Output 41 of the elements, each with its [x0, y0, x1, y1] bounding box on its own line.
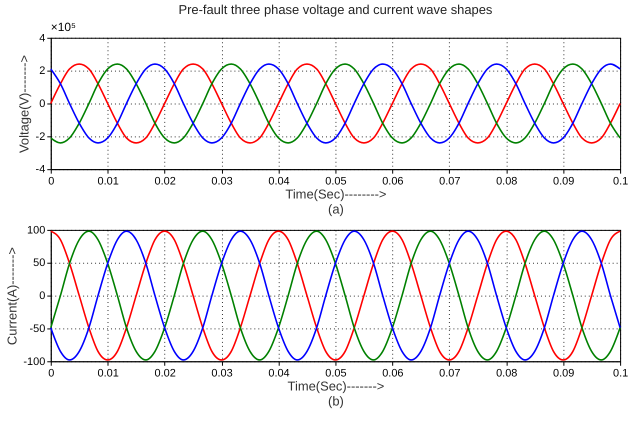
x-axis-title: Time(Sec)-------->	[285, 186, 386, 202]
x-tick-label: 0.08	[496, 176, 518, 188]
x-tick-label: 0	[48, 176, 54, 188]
y-axis-title: Current(A)------->	[4, 247, 20, 346]
y-tick-label: 4	[39, 32, 46, 44]
x-tick-label: 0.02	[154, 176, 176, 188]
x-tick-label: 0.07	[439, 176, 460, 188]
y-tick-label: 0	[39, 290, 46, 302]
x-tick-label: 0.01	[98, 368, 119, 380]
line-series	[50, 63, 621, 144]
x-tick-label: 0.03	[211, 368, 233, 380]
x-tick-label: 0.1	[612, 176, 628, 188]
x-tick-label: 0.02	[154, 368, 176, 380]
chart-title: Pre-fault three phase voltage and current wave shapes	[178, 2, 492, 17]
x-tick-label: 0.09	[553, 368, 574, 380]
x-tick-label: 0.06	[382, 176, 404, 188]
x-tick-label: 0.05	[325, 176, 347, 188]
text: (a)	[328, 201, 344, 216]
x-tick-label: 0.06	[382, 368, 404, 380]
x-tick-label: 0.03	[211, 176, 233, 188]
x-axis-title: Time(Sec)------->	[288, 378, 384, 394]
y-tick-label: 50	[33, 257, 46, 270]
x-tick-label: 0.07	[439, 368, 460, 380]
y-tick-label: 100	[27, 224, 46, 236]
y-tick-label: 0	[39, 98, 46, 110]
y-tick-label: 2	[39, 65, 46, 78]
x-tick-label: 0.01	[98, 176, 119, 188]
x-tick-label: 0.04	[268, 176, 290, 188]
x-tick-label: 0.08	[496, 368, 518, 380]
y-tick-label: -2	[36, 130, 46, 143]
text: (b)	[328, 394, 344, 409]
y-axis-title: Voltage(V)------->	[16, 54, 32, 153]
text: ×10⁵	[50, 20, 76, 34]
y-tick-label: -100	[23, 356, 46, 368]
y-tick-label: -50	[29, 322, 46, 335]
y-tick-label: -4	[36, 164, 46, 176]
x-tick-label: 0.09	[553, 176, 574, 188]
x-tick-label: 0.04	[268, 368, 290, 380]
x-tick-label: 0.05	[325, 368, 347, 380]
x-tick-label: 0	[48, 368, 54, 380]
x-tick-label: 0.1	[612, 368, 628, 380]
